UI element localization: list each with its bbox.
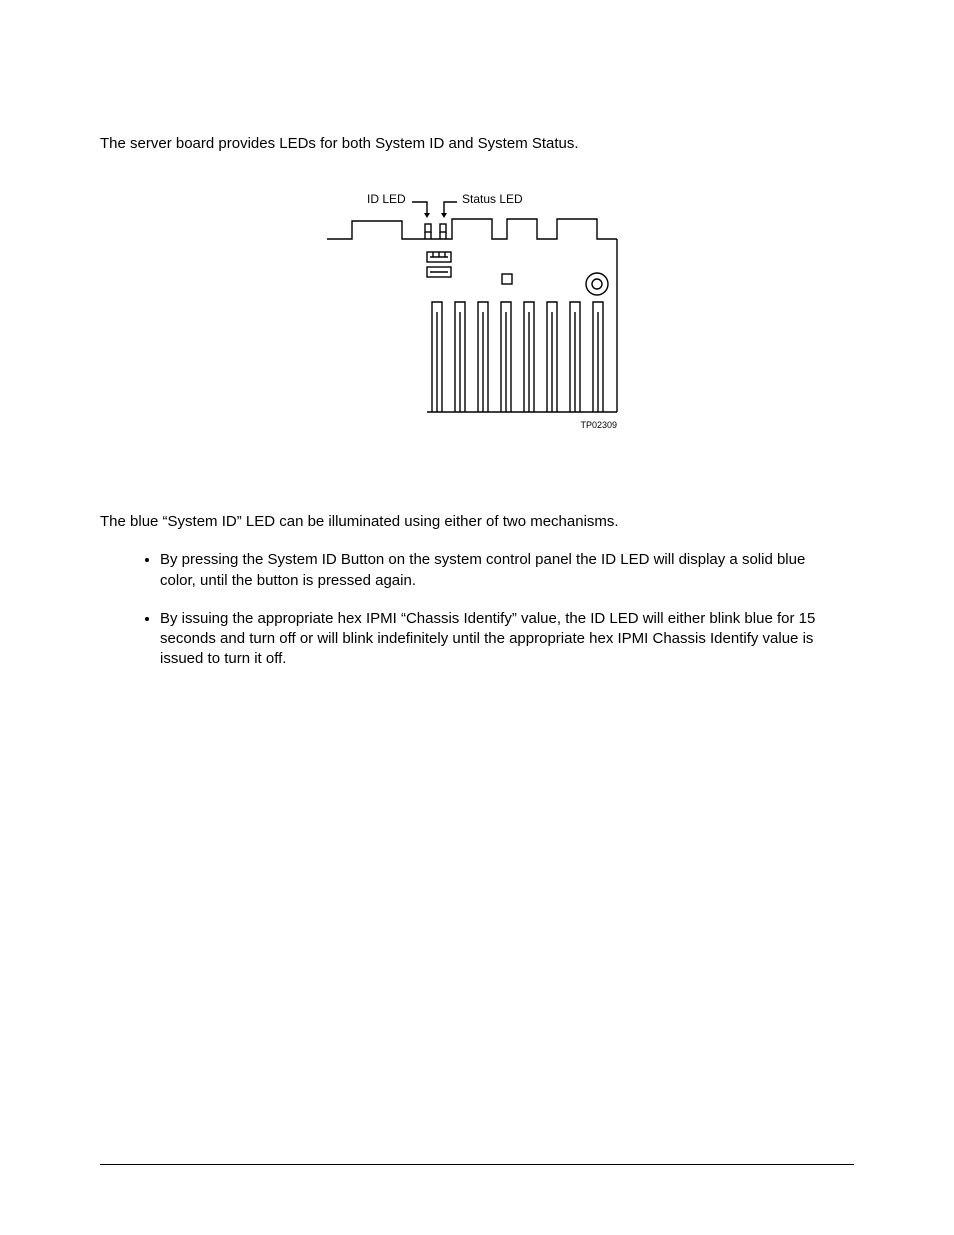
document-page: The server board provides LEDs for both … <box>0 0 954 1235</box>
bullet-list: By pressing the System ID Button on the … <box>100 550 854 669</box>
led-diagram: ID LED Status LED <box>327 192 627 452</box>
id-led-label: ID LED <box>367 192 406 206</box>
board-svg-icon <box>327 192 627 452</box>
mechanisms-intro: The blue “System ID” LED can be illumina… <box>100 512 854 532</box>
footer-rule <box>100 1164 854 1165</box>
bullet-item: By issuing the appropriate hex IPMI “Cha… <box>160 609 854 670</box>
bullet-item: By pressing the System ID Button on the … <box>160 550 854 591</box>
intro-paragraph: The server board provides LEDs for both … <box>100 135 854 152</box>
figure-caption: TP02309 <box>580 420 617 430</box>
status-led-label: Status LED <box>462 192 523 206</box>
figure-container: ID LED Status LED <box>100 192 854 452</box>
